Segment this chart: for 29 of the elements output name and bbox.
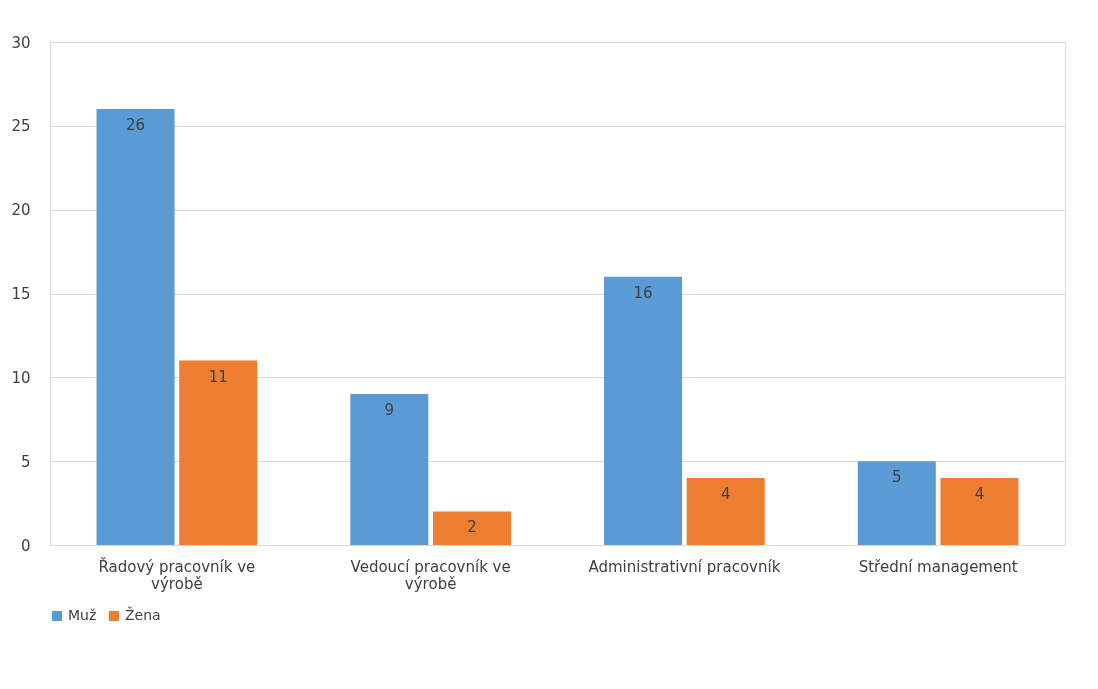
data-label: 11 (208, 367, 228, 386)
x-tick-label: Řadový pracovník ve výrobě (98, 556, 256, 593)
data-label: 16 (633, 283, 653, 302)
bar (604, 276, 683, 545)
x-tick-label: Vedoucí pracovník ve výrobě (350, 557, 511, 593)
data-label: 5 (892, 468, 902, 487)
y-tick-label: 30 (11, 33, 31, 52)
bar (350, 394, 429, 545)
data-label: 4 (974, 484, 985, 503)
y-tick-label: 25 (11, 117, 31, 136)
y-tick-label: 5 (20, 452, 31, 471)
data-label: 2 (467, 518, 477, 537)
data-label: 26 (126, 116, 146, 135)
bar (857, 461, 936, 545)
data-label: 9 (384, 401, 395, 420)
y-tick-label: 20 (11, 201, 31, 220)
bar (686, 477, 765, 545)
bar (940, 477, 1019, 545)
bar (432, 511, 511, 545)
legend-label: Muž (68, 607, 97, 623)
y-tick-label: 0 (20, 536, 31, 555)
legend-label: Žena (125, 606, 161, 623)
y-tick-label: 15 (11, 285, 31, 303)
bar (179, 360, 258, 545)
x-tick-label: Administrativní pracovník (588, 557, 781, 576)
bar (96, 109, 175, 545)
data-label: 4 (720, 484, 731, 503)
x-tick-label: Střední management (858, 557, 1018, 576)
y-tick-label: 10 (11, 368, 31, 387)
